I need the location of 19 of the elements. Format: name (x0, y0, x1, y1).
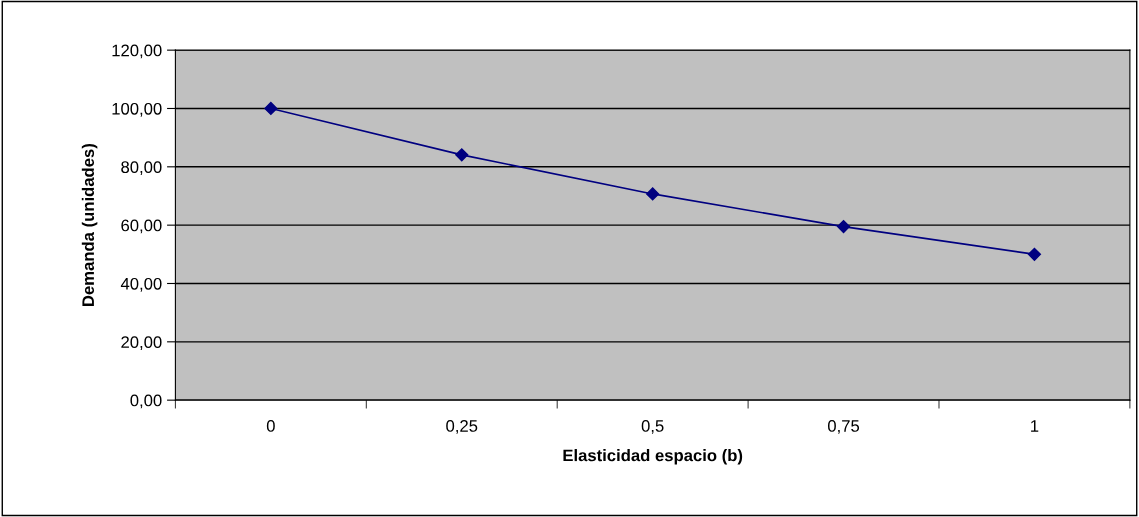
x-tick-label: 0,75 (827, 420, 860, 434)
y-tick-label: 60,00 (121, 219, 162, 234)
y-tick-label: 20,00 (121, 336, 162, 350)
x-tick-label: 0,25 (446, 420, 478, 434)
y-tick-label: 100,00 (112, 102, 162, 117)
point (1027, 247, 1042, 261)
y-tick-label: 80,00 (121, 161, 162, 175)
x-tick-label: 1 (1031, 420, 1039, 432)
y-tick-label: 0,00 (130, 394, 162, 409)
point (264, 101, 278, 116)
y-tick-label: 120,00 (112, 44, 162, 59)
point (646, 187, 660, 201)
x-tick-label: 0 (266, 420, 275, 432)
point (455, 148, 469, 162)
x-axis-title: Elasticidad espacio (b) (563, 449, 743, 465)
y-tick-label: 40,00 (120, 277, 162, 292)
x-tick-label: 0,5 (641, 420, 664, 434)
y-axis-title: Demanda (unidades) (81, 144, 98, 306)
point (836, 220, 851, 234)
